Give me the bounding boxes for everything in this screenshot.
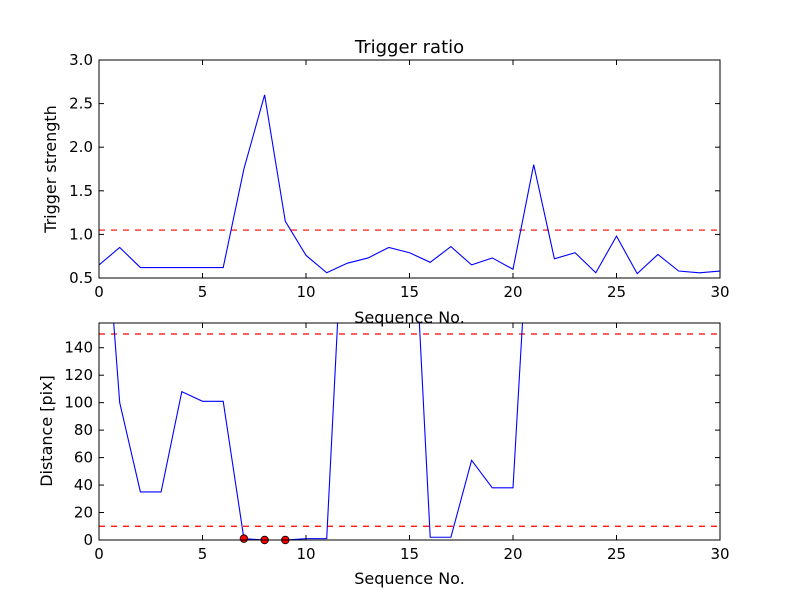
chart-title: Trigger ratio: [354, 37, 464, 58]
y-axis-label: Distance [pix]: [37, 375, 56, 487]
x-tick-label: 15: [400, 283, 419, 301]
x-axis-label: Sequence No.: [354, 308, 465, 327]
y-axis-ticks: 0 20 40 60 80 100 120 140: [64, 339, 720, 549]
y-tick-label: 0: [83, 531, 93, 549]
distance-chart: 0 5 10 15 20 25 30 0 20 40 60 80 100 120 140 Sequence…: [37, 322, 730, 588]
y-tick-label: 0.5: [69, 269, 93, 287]
y-tick-label: 60: [74, 449, 93, 467]
x-tick-label: 15: [400, 545, 419, 563]
x-tick-label: 0: [94, 283, 104, 301]
x-tick-label: 20: [503, 283, 522, 301]
x-axis-ticks: 0 5 10 15 20 25 30: [94, 323, 730, 563]
x-axis-label: Sequence No.: [354, 569, 465, 588]
y-tick-label: 140: [64, 339, 93, 357]
y-tick-label: 2.5: [69, 95, 93, 113]
series-group: [113, 323, 524, 540]
marker-points: [239, 534, 290, 545]
y-tick-label: 100: [64, 394, 93, 412]
x-tick-label: 5: [198, 545, 208, 563]
y-tick-label: 1.5: [69, 182, 93, 200]
threshold-lines: [99, 333, 720, 527]
plot-frame: [98, 59, 721, 279]
series-line: [99, 94, 720, 275]
marker-point: [239, 534, 249, 543]
x-tick-label: 30: [710, 283, 729, 301]
x-tick-label: 25: [607, 545, 626, 563]
x-tick-label: 10: [296, 545, 315, 563]
y-axis-ticks: 0.5 1.0 1.5 2.0 2.5 3.0: [69, 51, 720, 287]
x-tick-label: 20: [503, 545, 522, 563]
y-tick-label: 1.0: [69, 225, 93, 243]
x-tick-label: 0: [94, 545, 104, 563]
series-line: [113, 323, 524, 540]
x-tick-label: 10: [296, 283, 315, 301]
x-tick-label: 25: [607, 283, 626, 301]
y-tick-label: 40: [74, 476, 93, 494]
y-tick-label: 80: [74, 421, 93, 439]
y-tick-label: 20: [74, 504, 93, 522]
trigger-ratio-chart: Trigger ratio 0 5 10 15 20 25 30 0.5 1.0 1.5 2.0 2…: [41, 37, 730, 327]
y-tick-label: 3.0: [69, 51, 93, 69]
plot-frame: [98, 322, 721, 541]
y-tick-label: 2.0: [69, 138, 93, 156]
series-group: [99, 94, 720, 275]
x-axis-ticks: 0 5 10 15 20 25 30: [94, 60, 730, 301]
y-axis-label: Trigger strength: [41, 105, 60, 234]
y-tick-label: 120: [64, 366, 93, 384]
x-tick-label: 5: [198, 283, 208, 301]
x-tick-label: 30: [710, 545, 729, 563]
